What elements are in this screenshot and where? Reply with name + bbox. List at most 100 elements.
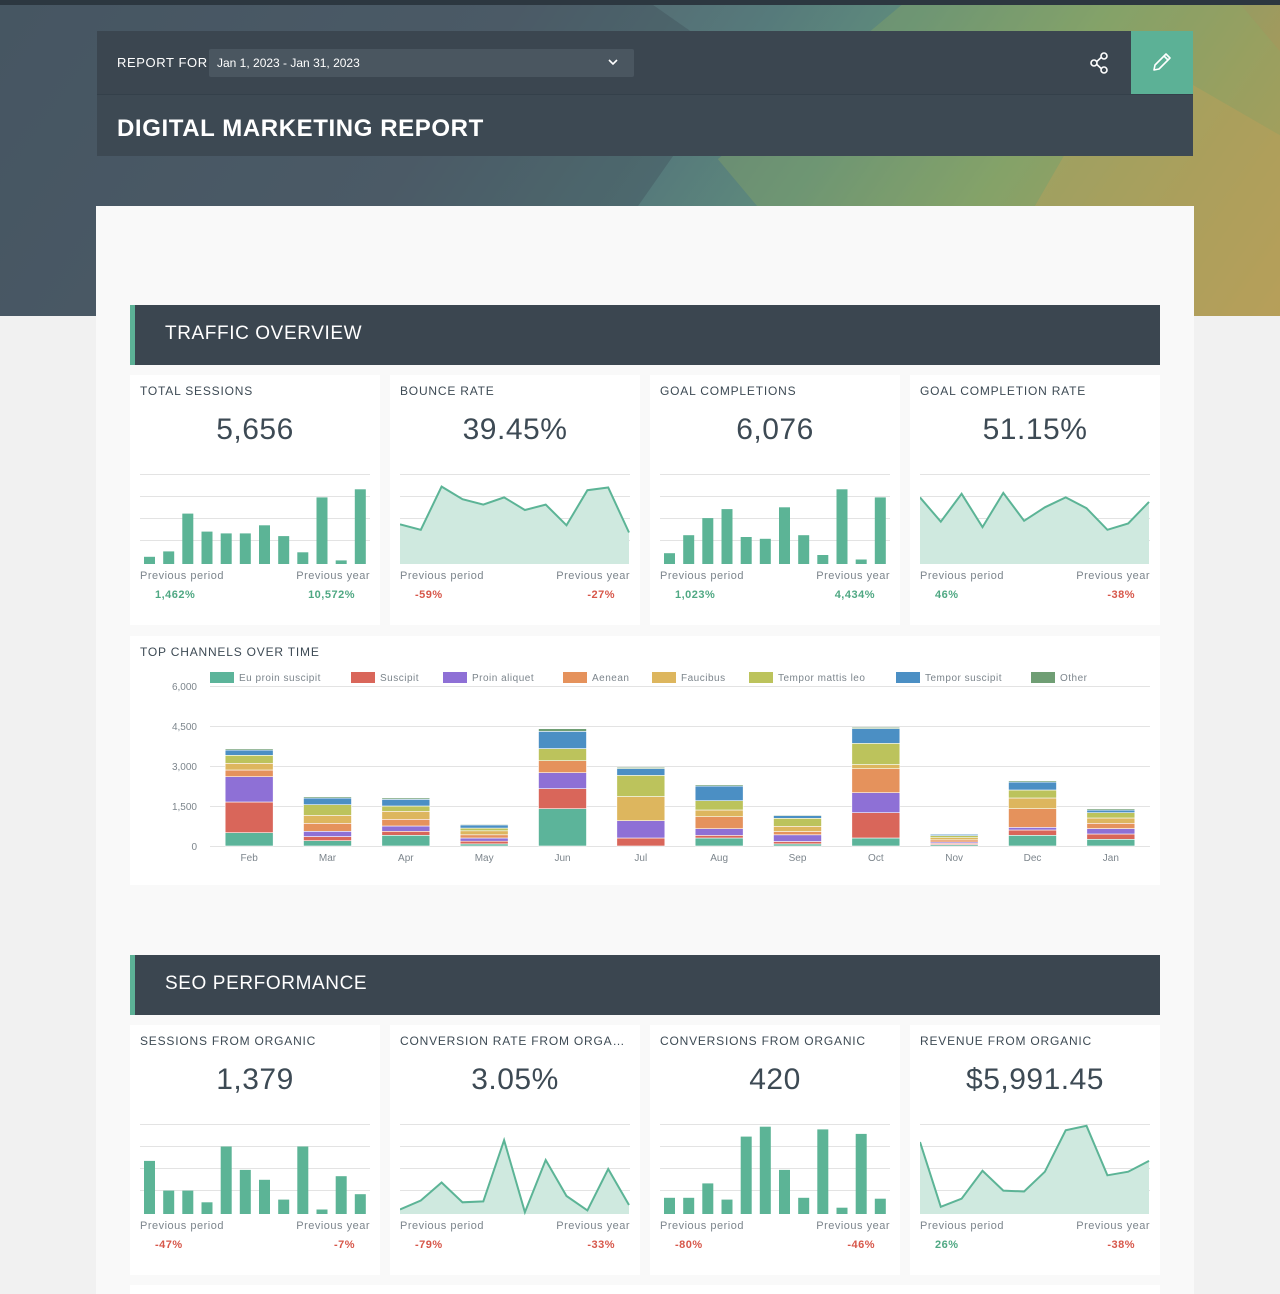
kpi-label: TOTAL SESSIONS xyxy=(140,384,254,398)
stack-segment xyxy=(1008,789,1057,799)
stack-segment xyxy=(694,784,744,787)
stack-segment xyxy=(694,816,744,829)
kpi-label: GOAL COMPLETIONS xyxy=(660,384,797,398)
stack-segment xyxy=(694,835,744,839)
stack-segment xyxy=(1086,808,1136,811)
kpi-label: REVENUE FROM ORGANIC xyxy=(920,1034,1093,1048)
stack-segment xyxy=(694,785,744,801)
stack-segment xyxy=(381,805,431,812)
sparkline-bar xyxy=(144,556,155,564)
sparkline-bar xyxy=(798,1197,810,1214)
stack-segment xyxy=(773,843,822,847)
sparkline-bar xyxy=(163,551,175,564)
x-tick-label: Sep xyxy=(789,853,807,864)
stack-segment xyxy=(224,769,274,777)
sparkline-area xyxy=(920,492,1149,564)
sparkline-bar xyxy=(855,559,867,564)
previous-year-change: -38% xyxy=(1107,589,1135,601)
x-tick-label: Feb xyxy=(241,853,259,864)
legend-label: Faucibus xyxy=(681,673,726,684)
stack-segment xyxy=(1086,812,1136,819)
stack-segment xyxy=(303,823,352,832)
previous-year-label: Previous year xyxy=(296,1220,370,1232)
sparkline-bar xyxy=(144,1160,155,1214)
stack-segment xyxy=(538,808,587,847)
previous-year-label: Previous year xyxy=(296,570,370,582)
sparkline-bar xyxy=(220,533,232,564)
kpi-card: GOAL COMPLETIONS 6,076 Previous period Prev… xyxy=(650,375,900,625)
stack-segment xyxy=(459,843,509,847)
kpi-value: 5,656 xyxy=(216,413,294,446)
sparkline-line xyxy=(400,485,630,533)
previous-period-label: Previous period xyxy=(920,570,1004,582)
stack-segment xyxy=(1086,839,1136,847)
previous-period-change: 1,462% xyxy=(155,589,196,601)
sparkline-bar xyxy=(297,552,309,564)
stack-segment xyxy=(538,760,587,773)
sparkline-bar xyxy=(182,1190,194,1214)
sparkline-bar xyxy=(798,535,810,564)
stack-segment xyxy=(773,814,822,816)
stack-segment xyxy=(381,825,431,832)
stack-segment xyxy=(851,727,901,729)
sparkline-bar xyxy=(779,1169,790,1214)
legend-swatch xyxy=(652,672,676,683)
sparkline-line xyxy=(400,1136,630,1216)
stack-segment xyxy=(224,763,274,771)
x-tick-label: Aug xyxy=(710,853,728,864)
legend-label: Aenean xyxy=(592,673,629,684)
sparkline-bar xyxy=(182,513,194,564)
sparkline-bar xyxy=(201,1202,213,1214)
sparkline-bar xyxy=(855,1133,867,1214)
stack-segment xyxy=(1008,808,1057,828)
stack-segment xyxy=(224,749,274,756)
stack-segment xyxy=(616,768,666,776)
legend-label: Tempor suscipit xyxy=(925,673,1002,684)
stack-segment xyxy=(1008,780,1057,783)
stack-segment xyxy=(303,804,352,816)
sparkline-bar xyxy=(836,1207,848,1214)
stack-segment xyxy=(694,800,744,811)
previous-period-label: Previous period xyxy=(660,570,744,582)
legend-label: Eu proin suscipit xyxy=(239,673,321,684)
previous-year-label: Previous year xyxy=(816,570,890,582)
stack-segment xyxy=(929,835,979,839)
stack-segment xyxy=(1008,829,1057,836)
previous-period-change: 1,023% xyxy=(675,589,716,601)
stack-segment xyxy=(538,772,587,789)
sparkline-bar xyxy=(817,555,829,564)
share-icon[interactable] xyxy=(1085,49,1113,77)
stack-segment xyxy=(616,796,666,821)
kpi-value: 6,076 xyxy=(736,413,814,446)
sparkline-bar xyxy=(316,1209,328,1214)
sparkline-bar xyxy=(874,1198,886,1214)
stack-segment xyxy=(929,839,979,843)
section-title: SEO PERFORMANCE xyxy=(165,973,368,994)
previous-period-label: Previous period xyxy=(140,570,224,582)
sparkline-bar xyxy=(354,1194,366,1214)
date-range-select[interactable]: Jan 1, 2023 - Jan 31, 2023 xyxy=(209,49,634,77)
x-tick-label: Mar xyxy=(319,853,337,864)
sparkline-bar xyxy=(278,1199,290,1214)
sparkline-bar xyxy=(874,497,886,564)
kpi-card: CONVERSION RATE FROM ORGANIC 3.05% Previou… xyxy=(390,1025,640,1275)
stack-segment xyxy=(1008,797,1057,809)
sparkline-line xyxy=(920,491,1150,531)
previous-year-change: -27% xyxy=(587,589,615,601)
sparkline-bar xyxy=(239,1169,251,1214)
pencil-icon xyxy=(1153,53,1171,71)
kpi-value: 39.45% xyxy=(462,413,568,446)
sparkline-bar xyxy=(354,489,366,564)
kpi-label: BOUNCE RATE xyxy=(400,384,495,398)
kpi-sparkline xyxy=(660,1124,890,1214)
legend-swatch xyxy=(210,672,234,683)
edit-button[interactable] xyxy=(1131,31,1193,94)
kpi-sparkline xyxy=(140,1124,370,1214)
stack-segment xyxy=(851,768,901,793)
stack-segment xyxy=(773,831,822,836)
top-channels-chart: TOP CHANNELS OVER TIME 6,000 4,500 3,000 1,… xyxy=(130,636,1160,885)
sparkline-line xyxy=(920,1124,1150,1209)
x-tick-label: Nov xyxy=(945,853,963,864)
sparkline-bar xyxy=(721,1199,733,1214)
kpi-sparkline xyxy=(660,474,890,564)
